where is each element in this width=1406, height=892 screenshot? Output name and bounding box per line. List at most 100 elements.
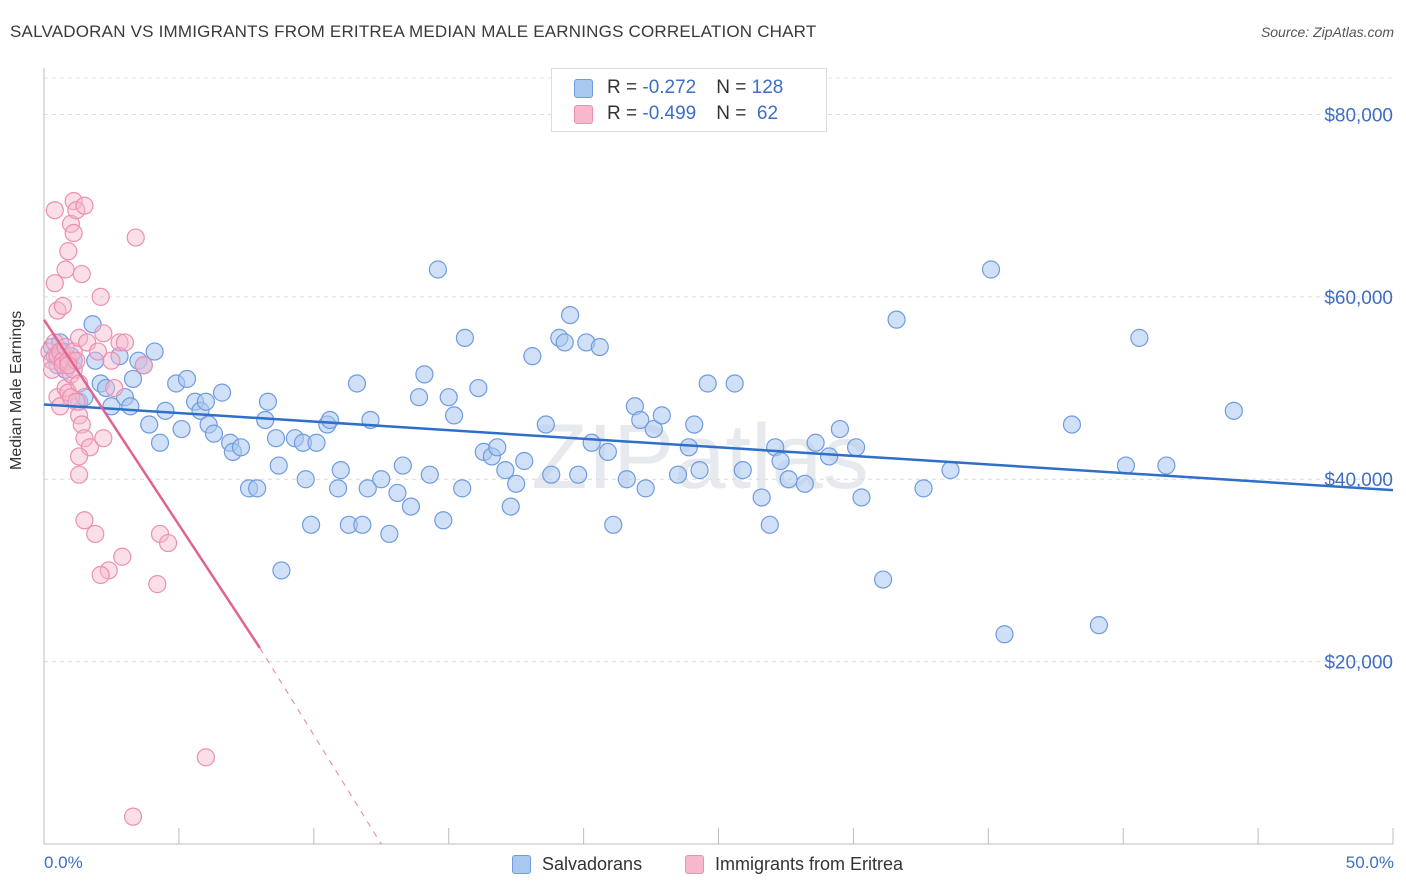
salvadoran-point (177, 369, 197, 389)
salvadoran-point (172, 419, 191, 439)
salvadoran-point (453, 479, 472, 498)
eritrea-point (69, 465, 89, 484)
salvadoran-point (302, 515, 321, 534)
salvadoran-point (852, 488, 871, 507)
grid-lines (44, 77, 1393, 663)
salvadoran-point (212, 383, 232, 402)
salvadoran-point (496, 461, 515, 480)
salvadoran-point (806, 433, 825, 452)
salvadoran-point (353, 515, 372, 534)
legend-n-label: N = (716, 103, 752, 124)
salvadoran-point (542, 465, 561, 484)
bottom-legend-salvadorans: Salvadorans (512, 853, 642, 875)
salvadoran-point (690, 461, 709, 480)
eritrea-point (94, 324, 113, 343)
salvadoran-point (150, 433, 170, 452)
legend-r-value: -0.272 (642, 77, 697, 98)
eritrea-trend-line (42, 318, 261, 649)
salvadoran-point (434, 511, 453, 530)
bottom-legend-swatch-pink (685, 854, 704, 874)
salvadoran-point (102, 397, 121, 416)
salvadoran-point (914, 479, 933, 498)
salvadoran-point (771, 451, 790, 471)
eritrea-trend-extension (259, 647, 382, 845)
eritrea-point (69, 447, 89, 466)
salvadoran-point (388, 483, 407, 503)
salvadoran-point (439, 388, 458, 407)
legend-n-value: 128 (751, 77, 784, 98)
salvadoran-point (331, 461, 350, 480)
salvadoran-point (401, 497, 421, 516)
bottom-legend-eritrea: Immigrants from Eritrea (685, 853, 903, 875)
salvadoran-point (941, 461, 960, 480)
salvadoran-point (121, 397, 140, 416)
stats-legend: R = -0.272 N = 128 R = -0.499 N = 62 (551, 68, 827, 132)
eritrea-point (159, 533, 178, 553)
eritrea-point (75, 429, 94, 448)
salvadoran-point (1116, 456, 1135, 475)
salvadoran-point (358, 479, 377, 498)
salvadoran-point (266, 429, 286, 448)
legend-swatch-pink (574, 104, 593, 124)
salvadoran-point (140, 415, 159, 434)
y-tick-label-80000: $80,000 (1324, 105, 1393, 126)
eritrea-point (45, 201, 64, 220)
eritrea-point (110, 333, 129, 352)
salvadoran-point (196, 392, 215, 411)
salvadoran-point (307, 433, 326, 452)
eritrea-point (53, 296, 72, 316)
salvadoran-point (598, 442, 617, 461)
legend-r-value: -0.499 (642, 103, 697, 124)
salvadoran-point (981, 260, 1001, 279)
y-tick-label-60000: $60,000 (1324, 288, 1393, 309)
salvadoran-point (636, 479, 655, 498)
salvadoran-point (1062, 415, 1082, 434)
salvadoran-point (320, 410, 340, 430)
eritrea-point (196, 748, 215, 767)
salvadoran-point (444, 406, 464, 425)
legend-r-label: R = (607, 77, 643, 98)
eritrea-point (45, 274, 64, 293)
salvadoran-point (145, 342, 164, 361)
salvadoran-point (873, 570, 893, 589)
eritrea-point (102, 351, 121, 370)
salvadoran-point (995, 625, 1014, 644)
legend-n-label: N = (716, 77, 752, 98)
salvadoran-point (415, 365, 434, 384)
eritrea-point (148, 575, 167, 594)
legend-swatch-blue (574, 78, 593, 98)
salvadoran-point (582, 433, 601, 452)
salvadoran-point (752, 488, 771, 507)
salvadoran-point (1130, 328, 1149, 347)
salvadoran-point (685, 415, 704, 434)
eritrea-point (91, 565, 110, 585)
salvadoran-point (328, 479, 348, 498)
salvadoran-point (820, 447, 839, 466)
salvadoran-point (393, 456, 412, 475)
salvadoran-point (536, 415, 555, 434)
eritrea-point (64, 223, 83, 243)
salvadoran-point (1157, 456, 1176, 475)
eritrea-point (59, 242, 78, 261)
trend-lines (42, 318, 1394, 845)
salvadoran-point (652, 406, 671, 425)
salvadoran-point (644, 419, 663, 439)
salvadoran-point (830, 419, 850, 439)
salvadoran-point (380, 524, 399, 544)
eritrea-point (134, 356, 153, 375)
chart-title: SALVADORAN VS IMMIGRANTS FROM ERITREA ME… (10, 22, 817, 41)
salvadoran-point (590, 337, 609, 357)
salvadoran-point (455, 328, 474, 347)
eritrea-point (75, 196, 94, 215)
eritrea-point (113, 547, 132, 566)
eritrea-point (115, 333, 135, 352)
salvadoran-point (507, 474, 526, 493)
salvadoran-point (604, 515, 623, 534)
x-tick-label-min: 0.0% (44, 853, 83, 872)
salvadoran-point (846, 438, 866, 457)
salvadoran-point (488, 438, 507, 457)
salvadoran-point (679, 438, 698, 457)
salvadoran-point (258, 392, 278, 411)
legend-row-eritrea: R = -0.499 N = 62 (574, 103, 778, 125)
salvadoran-point (555, 333, 574, 352)
